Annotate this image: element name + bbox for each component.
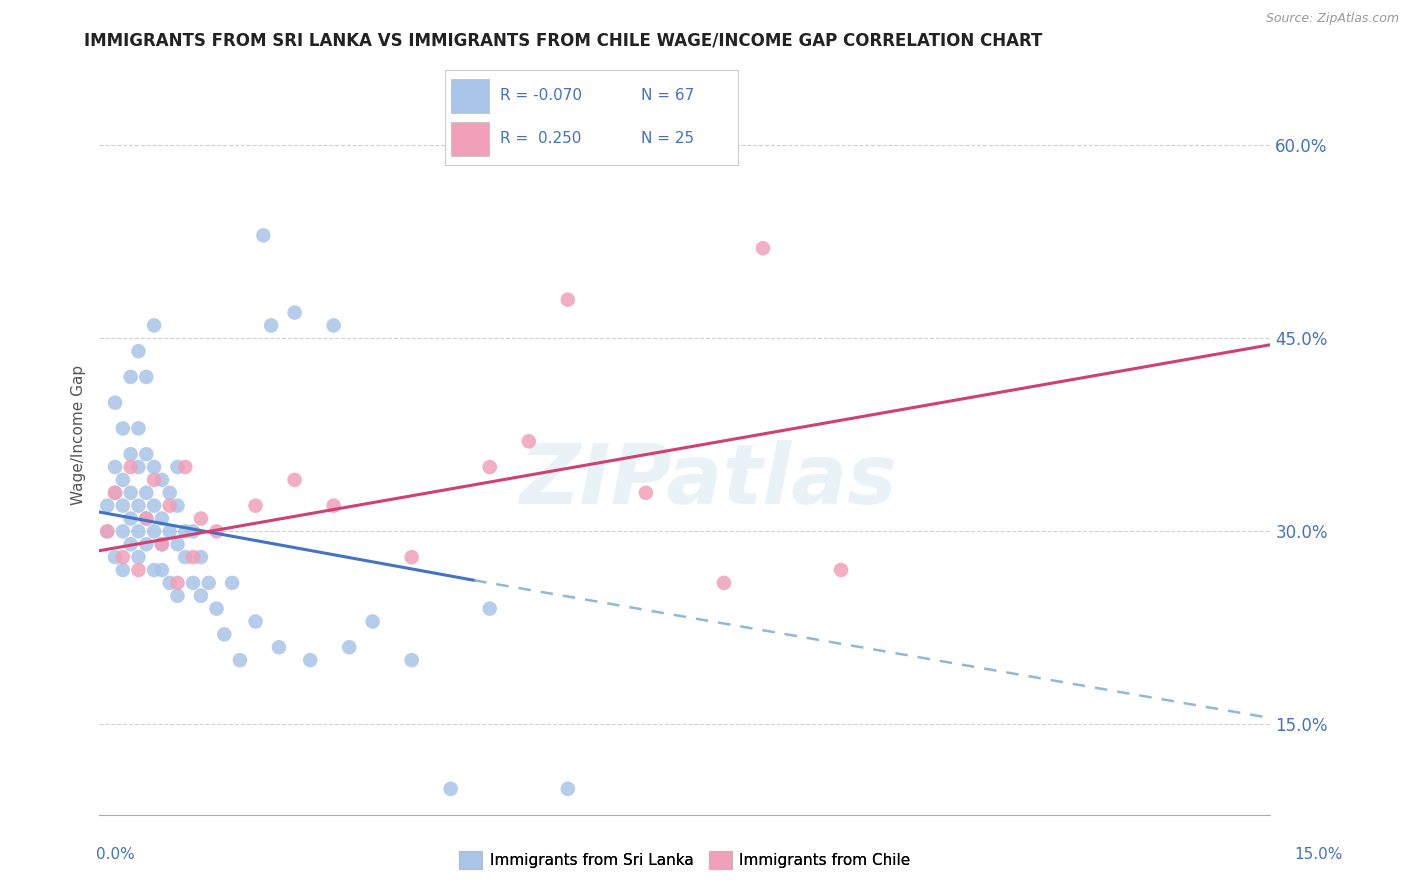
Point xyxy=(159,485,181,500)
Point xyxy=(478,460,501,475)
Point xyxy=(127,460,149,475)
Point xyxy=(143,524,166,539)
Point xyxy=(120,447,142,461)
Point xyxy=(143,473,166,487)
Point xyxy=(135,511,157,525)
Point xyxy=(150,563,173,577)
Point xyxy=(111,499,134,513)
Point xyxy=(830,563,852,577)
Point xyxy=(337,640,360,655)
Point xyxy=(127,499,149,513)
Point xyxy=(143,460,166,475)
Point xyxy=(127,550,149,565)
Point xyxy=(111,421,134,435)
Point xyxy=(150,511,173,525)
Point xyxy=(143,499,166,513)
Point xyxy=(322,318,344,333)
Point xyxy=(166,589,188,603)
Point xyxy=(104,485,127,500)
Point xyxy=(96,499,118,513)
Point xyxy=(135,511,157,525)
Point xyxy=(159,499,181,513)
Point xyxy=(190,511,212,525)
Point xyxy=(135,447,157,461)
Point xyxy=(197,575,219,590)
Point xyxy=(104,460,127,475)
Y-axis label: Wage/Income Gap: Wage/Income Gap xyxy=(72,365,86,505)
Point xyxy=(111,563,134,577)
Point xyxy=(713,575,735,590)
Point xyxy=(174,550,197,565)
Point xyxy=(120,537,142,551)
Point xyxy=(181,550,204,565)
Point xyxy=(104,485,127,500)
Point xyxy=(205,524,228,539)
Point xyxy=(104,395,127,409)
Point xyxy=(104,550,127,565)
Point xyxy=(127,344,149,359)
Point xyxy=(174,524,197,539)
Point xyxy=(135,485,157,500)
Point xyxy=(478,601,501,615)
Point xyxy=(401,653,423,667)
Point xyxy=(143,563,166,577)
Point xyxy=(245,499,267,513)
Point xyxy=(120,485,142,500)
Point xyxy=(127,421,149,435)
Point xyxy=(190,589,212,603)
Point xyxy=(221,575,243,590)
Point xyxy=(284,305,307,319)
Legend: Immigrants from Sri Lanka, Immigrants from Chile: Immigrants from Sri Lanka, Immigrants fr… xyxy=(453,845,917,875)
Point xyxy=(229,653,252,667)
Point xyxy=(150,537,173,551)
Point xyxy=(135,537,157,551)
Point xyxy=(440,781,463,796)
Point xyxy=(752,241,775,255)
Point xyxy=(150,473,173,487)
Point xyxy=(181,575,204,590)
Point xyxy=(120,370,142,384)
Point xyxy=(143,318,166,333)
Point xyxy=(127,563,149,577)
Point xyxy=(166,575,188,590)
Point xyxy=(111,550,134,565)
Point xyxy=(181,524,204,539)
Point xyxy=(111,473,134,487)
Point xyxy=(252,228,274,243)
Point xyxy=(135,370,157,384)
Point xyxy=(166,537,188,551)
Point xyxy=(634,485,657,500)
Point xyxy=(557,781,579,796)
Point xyxy=(96,524,118,539)
Point xyxy=(557,293,579,307)
Point xyxy=(166,499,188,513)
Text: ZIPatlas: ZIPatlas xyxy=(519,440,897,521)
Point xyxy=(174,460,197,475)
Text: Source: ZipAtlas.com: Source: ZipAtlas.com xyxy=(1265,12,1399,25)
Point xyxy=(159,575,181,590)
Point xyxy=(205,601,228,615)
Point xyxy=(284,473,307,487)
Point xyxy=(401,550,423,565)
Point xyxy=(120,460,142,475)
Text: IMMIGRANTS FROM SRI LANKA VS IMMIGRANTS FROM CHILE WAGE/INCOME GAP CORRELATION C: IMMIGRANTS FROM SRI LANKA VS IMMIGRANTS … xyxy=(84,31,1043,49)
Point xyxy=(127,524,149,539)
Point xyxy=(517,434,540,449)
Point xyxy=(260,318,283,333)
Point xyxy=(166,460,188,475)
Point xyxy=(361,615,384,629)
Point xyxy=(299,653,322,667)
Point xyxy=(96,524,118,539)
Point xyxy=(120,511,142,525)
Point xyxy=(190,550,212,565)
Point xyxy=(159,524,181,539)
Point xyxy=(150,537,173,551)
Point xyxy=(322,499,344,513)
Point xyxy=(214,627,236,641)
Text: 15.0%: 15.0% xyxy=(1295,847,1343,862)
Point xyxy=(111,524,134,539)
Point xyxy=(267,640,290,655)
Point xyxy=(245,615,267,629)
Text: 0.0%: 0.0% xyxy=(96,847,135,862)
